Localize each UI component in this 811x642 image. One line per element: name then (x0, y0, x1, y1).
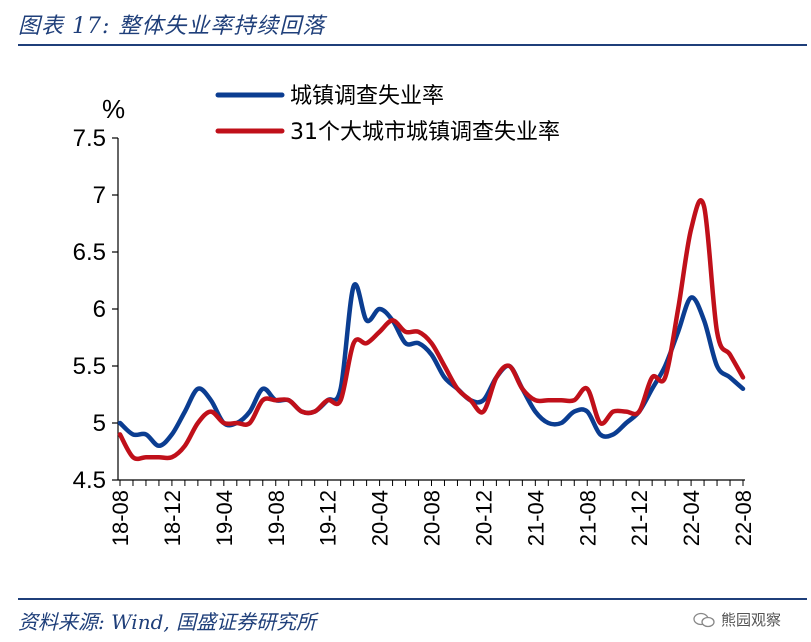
x-tick-label: 19-08 (264, 490, 289, 546)
y-tick-label: 6.5 (73, 239, 106, 266)
series-line-0 (117, 281, 746, 449)
source-note: 资料来源: Wind, 国盛证券研究所 (18, 610, 317, 634)
chart-title: 图表 17: 整体失业率持续回落 (18, 14, 326, 39)
x-tick-label: 18-12 (160, 490, 185, 546)
x-tick-label: 18-08 (108, 490, 133, 546)
series-line-1 (117, 198, 746, 462)
x-tick-label: 21-08 (575, 490, 600, 546)
chart-legend: 城镇调查失业率 31个大城市城镇调查失业率 (215, 84, 560, 145)
watermark: 熊园观察 (693, 609, 781, 630)
watermark-text: 熊园观察 (720, 611, 781, 629)
line-chart: 4.5 5 5.5 6 6.5 7 7.5 18-08 18-12 19-04 19-08 19-12… (73, 84, 756, 546)
x-tick-label: 21-04 (523, 490, 548, 546)
chart-series-lines (117, 198, 746, 462)
x-tick-label: 19-12 (316, 490, 341, 546)
legend-label-1: 31个大城市城镇调查失业率 (290, 120, 560, 145)
x-tick-label: 21-12 (627, 490, 652, 546)
y-tick-label: 7.5 (73, 125, 106, 152)
y-tick-label: 5 (93, 410, 106, 437)
y-tick-label: 7 (93, 182, 106, 209)
x-tick-label: 22-08 (731, 490, 756, 546)
wechat-icon (693, 612, 715, 627)
y-axis-unit-label: % (102, 94, 125, 124)
x-tick-label: 20-08 (420, 490, 445, 546)
title-divider (18, 44, 807, 46)
x-tick-label: 20-04 (368, 490, 393, 546)
footer-divider (18, 598, 807, 600)
y-tick-label: 4.5 (73, 467, 106, 494)
x-tick-label: 20-12 (471, 490, 496, 546)
y-tick-label: 5.5 (73, 353, 106, 380)
y-tick-label: 6 (93, 296, 106, 323)
chart-axes: 4.5 5 5.5 6 6.5 7 7.5 18-08 18-12 19-04 19-08 19-12… (73, 125, 756, 546)
x-tick-label: 19-04 (212, 490, 237, 546)
legend-label-0: 城镇调查失业率 (290, 84, 444, 109)
x-tick-label: 22-04 (679, 490, 704, 546)
